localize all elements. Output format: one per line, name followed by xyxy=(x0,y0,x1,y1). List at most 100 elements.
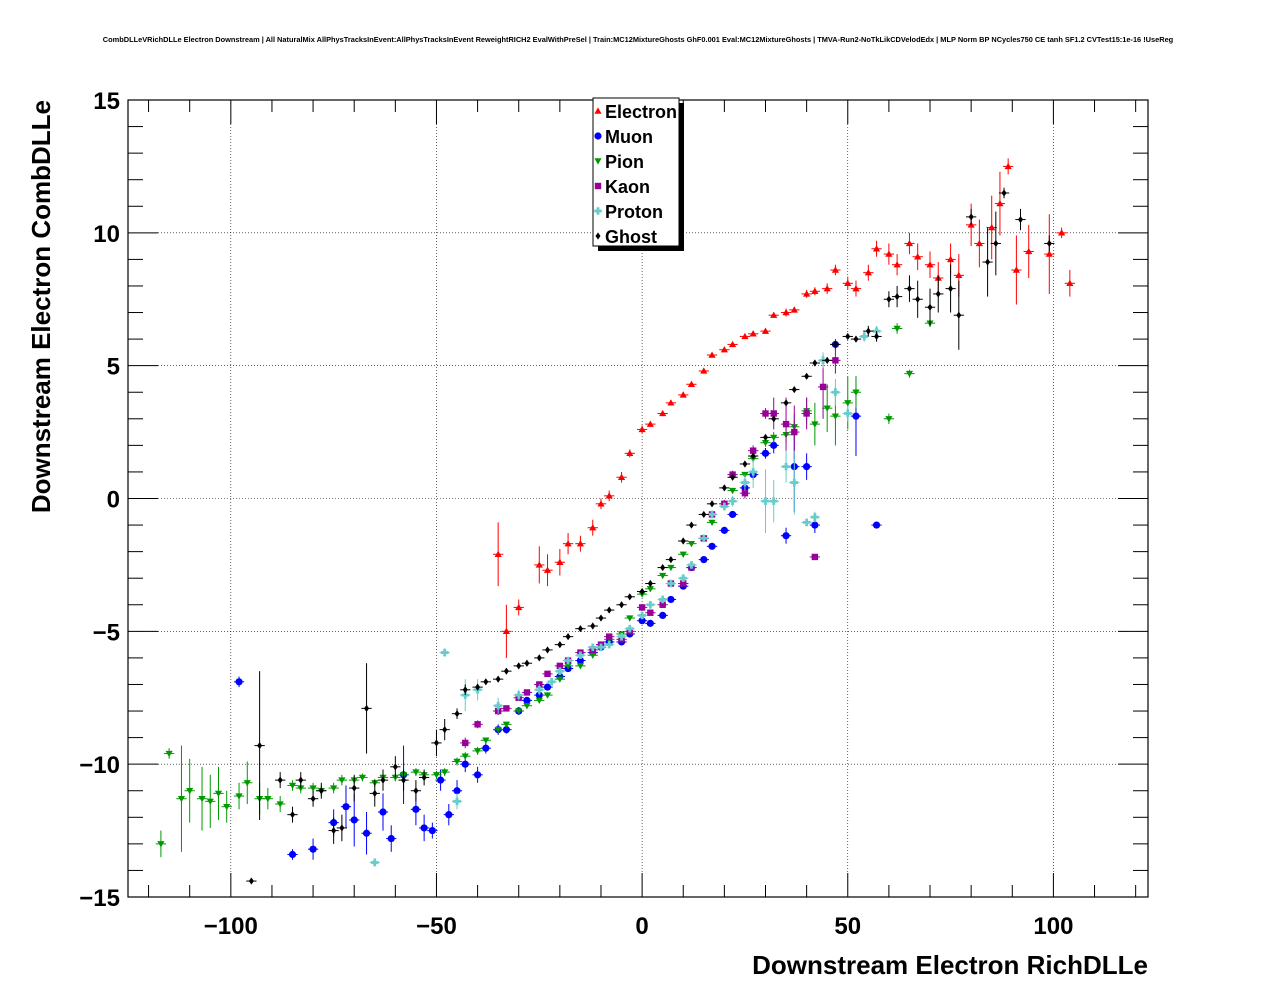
legend-marker-electron xyxy=(594,107,602,114)
electron-point xyxy=(823,285,831,292)
ghost-point xyxy=(619,601,625,609)
muon-point xyxy=(638,617,646,625)
pion-point xyxy=(494,726,502,734)
muon-point xyxy=(453,787,461,795)
x-tick-label: −50 xyxy=(416,913,457,940)
pion-point xyxy=(679,551,687,558)
proton-point xyxy=(769,497,778,505)
muon-point xyxy=(852,412,860,420)
series-pion xyxy=(155,319,936,858)
ghost-point xyxy=(771,415,777,423)
legend-entries: Electron Muon Pion Kaon Proton Ghost xyxy=(594,102,677,247)
electron-point xyxy=(741,332,749,340)
electron-point xyxy=(996,200,1004,207)
kaon-point xyxy=(741,489,749,497)
electron-point xyxy=(955,271,963,279)
proton-point xyxy=(658,595,667,604)
pion-point xyxy=(157,841,165,848)
electron-point xyxy=(803,290,811,297)
muon-point xyxy=(445,811,453,819)
electron-point xyxy=(556,558,564,565)
pion-point xyxy=(206,798,214,805)
ghost-point xyxy=(721,484,727,492)
electron-point xyxy=(535,561,543,568)
electron-point xyxy=(646,420,654,427)
proton-point xyxy=(679,574,688,583)
y-tick-label: 15 xyxy=(93,88,120,115)
ghost-point xyxy=(248,877,254,885)
ghost-point xyxy=(668,556,674,564)
electron-point xyxy=(1025,247,1033,255)
electron-point xyxy=(1012,266,1020,273)
ghost-point xyxy=(606,606,612,614)
electron-point xyxy=(926,261,934,268)
legend-marker-proton xyxy=(594,207,602,215)
ghost-point xyxy=(442,726,448,734)
ghost-point xyxy=(310,795,316,803)
muon-point xyxy=(428,826,436,835)
ghost-point xyxy=(598,614,604,622)
pion-point xyxy=(358,774,367,782)
pion-point xyxy=(811,421,819,428)
legend-label-kaon: Kaon xyxy=(605,177,650,197)
ghost-point xyxy=(392,763,398,771)
ghost-point xyxy=(874,332,880,341)
muon-point xyxy=(412,805,420,813)
ghost-point xyxy=(639,587,645,596)
proton-point xyxy=(749,468,757,476)
pion-point xyxy=(852,389,860,396)
pion-point xyxy=(276,801,284,808)
kaon-point xyxy=(819,383,827,391)
electron-point xyxy=(811,287,819,294)
proton-point xyxy=(741,478,749,487)
ghost-point xyxy=(688,521,694,529)
ghost-point xyxy=(475,683,481,691)
electron-point xyxy=(864,269,872,276)
ghost-point xyxy=(277,776,283,784)
pion-point xyxy=(543,692,552,699)
electron-point xyxy=(1058,229,1066,236)
proton-point xyxy=(576,651,585,660)
pion-point xyxy=(453,758,461,766)
ghost-point xyxy=(894,292,900,301)
ghost-point xyxy=(627,593,633,601)
ghost-point xyxy=(289,811,296,819)
ghost-point xyxy=(935,290,941,298)
ghost-point xyxy=(401,776,407,784)
pion-point xyxy=(535,697,543,705)
proton-point xyxy=(494,701,502,710)
proton-point xyxy=(790,478,799,487)
pion-point xyxy=(893,325,901,333)
proton-point xyxy=(761,497,770,505)
ghost-point xyxy=(660,563,666,572)
ghost-point xyxy=(709,500,715,508)
muon-point xyxy=(482,744,490,752)
pion-point xyxy=(165,750,173,758)
legend-box xyxy=(592,97,680,247)
pion-point xyxy=(502,721,510,728)
kaon-point xyxy=(556,662,564,670)
proton-point xyxy=(453,797,461,806)
muon-point xyxy=(342,803,350,811)
ghost-point xyxy=(993,239,999,248)
muon-point xyxy=(659,611,667,619)
proton-point xyxy=(370,858,379,867)
proton-point xyxy=(831,388,840,397)
pion-point xyxy=(564,663,572,670)
electron-point xyxy=(988,223,996,231)
electron-point xyxy=(761,327,770,334)
legend-marker-kaon xyxy=(594,182,602,190)
pion-point xyxy=(576,663,585,670)
pion-point xyxy=(885,416,893,423)
kaon-point xyxy=(791,428,798,436)
ghost-point xyxy=(1001,189,1007,197)
muon-point xyxy=(811,521,819,529)
y-axis-label: Downstream Electron CombDLLe xyxy=(26,100,56,513)
pion-point xyxy=(441,769,449,776)
electron-point xyxy=(1045,250,1053,257)
ghost-point xyxy=(351,784,357,792)
ghost-point xyxy=(454,710,460,718)
electron-point xyxy=(885,250,893,257)
pion-point xyxy=(391,774,399,782)
